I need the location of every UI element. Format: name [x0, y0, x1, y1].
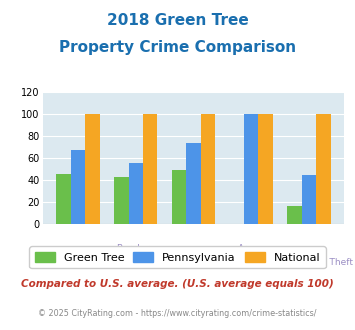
- Legend: Green Tree, Pennsylvania, National: Green Tree, Pennsylvania, National: [29, 247, 326, 268]
- Bar: [85, 115, 100, 224]
- Bar: [71, 149, 85, 224]
- Bar: [143, 115, 157, 224]
- Text: © 2025 CityRating.com - https://www.cityrating.com/crime-statistics/: © 2025 CityRating.com - https://www.city…: [38, 309, 317, 318]
- Bar: [244, 115, 258, 224]
- Text: Compared to U.S. average. (U.S. average equals 100): Compared to U.S. average. (U.S. average …: [21, 279, 334, 289]
- Bar: [258, 115, 273, 224]
- Bar: [172, 171, 186, 224]
- Text: Motor Vehicle Theft: Motor Vehicle Theft: [265, 258, 353, 267]
- Text: All Property Crime: All Property Crime: [37, 258, 119, 267]
- Text: Property Crime Comparison: Property Crime Comparison: [59, 40, 296, 54]
- Bar: [114, 177, 129, 224]
- Text: Arson: Arson: [238, 244, 264, 253]
- Bar: [302, 175, 316, 224]
- Text: Larceny & Theft: Larceny & Theft: [157, 258, 230, 267]
- Text: Burglary: Burglary: [116, 244, 155, 253]
- Text: 2018 Green Tree: 2018 Green Tree: [106, 13, 248, 28]
- Bar: [186, 143, 201, 224]
- Bar: [316, 115, 331, 224]
- Bar: [287, 206, 302, 224]
- Bar: [56, 174, 71, 224]
- Bar: [129, 163, 143, 224]
- Bar: [201, 115, 215, 224]
